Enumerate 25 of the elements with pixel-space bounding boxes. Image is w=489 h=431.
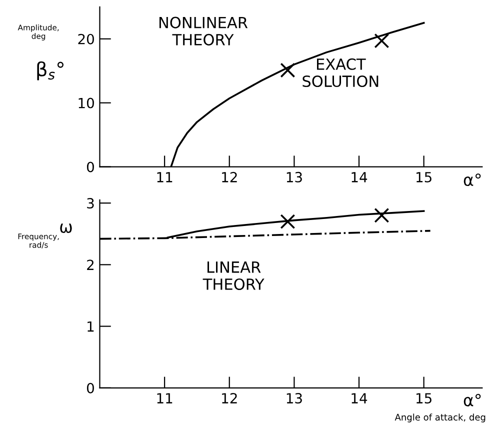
x-tick-label: 14 xyxy=(352,393,368,404)
y-tick-label: 10 xyxy=(78,98,94,108)
x-tick-label: 11 xyxy=(157,393,172,404)
x-axis-title: α° xyxy=(464,394,481,406)
y-tick-label: 2 xyxy=(87,260,94,270)
x-tick-label: 12 xyxy=(222,172,237,182)
x-tick-label: 12 xyxy=(222,393,237,404)
y-tick-label: 0 xyxy=(86,382,94,394)
x-axis-title: α° xyxy=(464,173,481,186)
annotation: NONLINEAR THEORY xyxy=(159,16,248,46)
x-tick-label: 15 xyxy=(416,172,432,182)
y-tick-label: 3 xyxy=(87,198,94,209)
x-tick-label: 15 xyxy=(416,393,432,404)
y-tick-label: 20 xyxy=(78,34,94,44)
x-tick-label: 14 xyxy=(352,172,368,182)
annotation: LINEAR THEORY xyxy=(202,262,264,290)
y-tick-label: 1 xyxy=(88,321,94,332)
x-tick-label: 11 xyxy=(157,172,172,182)
x-tick-label: 13 xyxy=(286,393,302,404)
text: β$_{s}$° xyxy=(37,61,64,80)
y-tick-label: 0 xyxy=(86,162,94,172)
text: ω xyxy=(60,224,72,234)
text: Angle of attack, deg xyxy=(394,414,486,422)
x-tick-label: 13 xyxy=(286,172,302,182)
annotation: EXACT SOLUTION xyxy=(302,58,378,88)
